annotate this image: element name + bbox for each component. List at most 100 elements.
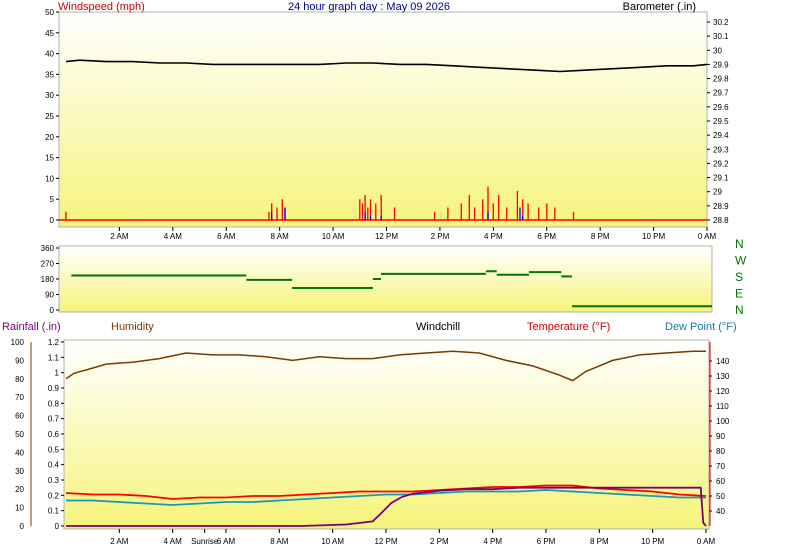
y-tick-label-wind: 45 [45,29,54,38]
x-tick-label: 12 PM [375,232,398,241]
x-tick-label: 4 AM [164,232,183,241]
y-tick-label-temp: 60 [716,477,725,486]
x-tick-label: 10 AM [321,537,344,546]
y-tick-label-humidity: 70 [15,393,24,402]
y-tick-label-humidity: 40 [15,448,24,457]
compass-label: W [735,254,747,268]
x-tick-label: 2 PM [430,537,449,546]
y-tick-label-baro: 30 [713,46,722,55]
legend-humidity: Humidity [111,321,154,333]
humidity-line [65,350,706,382]
x-tick-label: 6 PM [537,232,556,241]
y-tick-label-wind: 35 [45,70,54,79]
y-tick-label-baro: 29.7 [713,89,729,98]
x-tick-label: 10 PM [641,537,664,546]
y-tick-label-wind: 50 [45,8,54,17]
y-tick-label-baro: 28.9 [713,202,729,211]
right-axis-title: Barometer (.in) [623,1,696,13]
y-tick-label-humidity: 50 [15,430,24,439]
y-tick-label-rain: 0.4 [48,461,60,470]
y-tick-label-humidity: 80 [15,375,24,384]
y-tick-label-humidity: 10 [15,504,24,513]
x-tick-label: 6 AM [217,232,236,241]
y-tick-label-baro: 29.3 [713,145,729,154]
y-tick-label-rain: 0.5 [48,445,60,454]
y-tick-label-humidity: 90 [15,356,24,365]
y-tick-label-baro: 30.2 [713,18,729,27]
y-tick-label-direction: 0 [50,306,55,315]
y-tick-label-baro: 29.8 [713,75,729,84]
y-tick-label-baro: 28.8 [713,216,729,225]
y-tick-label-temp: 80 [716,447,725,456]
y-tick-label-wind: 0 [50,216,55,225]
x-tick-label: 2 PM [431,232,450,241]
y-tick-label-direction: 180 [41,275,55,284]
y-tick-label-baro: 29.6 [713,103,729,112]
x-tick-label: 2 AM [110,232,129,241]
y-tick-label-wind: 5 [50,195,55,204]
y-tick-label-rain: 0.1 [48,507,60,516]
y-tick-label-direction: 90 [45,291,54,300]
rainfall-line [66,486,707,527]
x-tick-label: 8 PM [590,537,609,546]
x-tick-label: 4 PM [484,232,503,241]
y-tick-label-baro: 29 [713,188,722,197]
chart-title: 24 hour graph day : May 09 2026 [288,1,450,13]
y-tick-label-wind: 40 [45,50,54,59]
sunrise-marker: Sunrise [191,537,219,546]
x-tick-label: 6 AM [217,537,236,546]
x-tick-label: 8 AM [270,537,289,546]
x-tick-label: 2 AM [110,537,129,546]
y-tick-label-humidity: 0 [20,522,25,531]
y-tick-label-rain: 0.6 [48,430,60,439]
y-tick-label-rain: 0.8 [48,399,60,408]
y-tick-label-baro: 29.2 [713,159,729,168]
y-tick-label-baro: 29.9 [713,60,729,69]
y-tick-label-rain: 0.2 [48,491,60,500]
y-tick-label-humidity: 60 [15,412,24,421]
y-tick-label-direction: 360 [41,244,55,253]
x-tick-label: 0 AM [698,232,717,241]
y-tick-label-temp: 100 [716,417,730,426]
y-tick-label-humidity: 20 [15,485,24,494]
x-tick-label: 8 PM [591,232,610,241]
y-tick-label-rain: 0 [55,522,60,531]
compass-label: N [735,237,744,251]
dewpoint-line [66,489,706,506]
y-tick-label-temp: 50 [716,492,725,501]
plot-area-wind-baro [58,11,708,228]
y-tick-label-baro: 30.1 [713,32,729,41]
y-tick-label-temp: 130 [716,372,730,381]
y-tick-label-wind: 25 [45,112,54,121]
compass-label: N [735,303,744,317]
gust-line [271,207,524,220]
legend-rainfall: Rainfall (.in) [2,321,61,333]
compass-label: E [735,287,743,301]
y-tick-label-humidity: 30 [15,467,24,476]
y-tick-label-rain: 0.9 [48,384,60,393]
y-tick-label-rain: 1 [55,369,60,378]
y-tick-label-temp: 120 [716,387,730,396]
legend-dewpoint: Dew Point (°F) [665,321,737,333]
y-tick-label-baro: 29.1 [713,174,729,183]
plot-area-direction [58,245,713,313]
x-tick-label: 8 AM [271,232,290,241]
x-tick-label: 10 AM [322,232,345,241]
plot-area-temp [63,339,710,530]
x-tick-label: 0 AM [697,537,716,546]
y-tick-label-humidity: 100 [11,338,25,347]
y-tick-label-rain: 1.2 [48,338,60,347]
legend-temperature: Temperature (°F) [527,321,610,333]
compass-label: S [735,270,743,284]
y-tick-label-temp: 40 [716,507,725,516]
x-tick-label: 6 PM [537,537,556,546]
y-tick-label-wind: 20 [45,133,54,142]
barometer-line [65,59,708,73]
y-tick-label-baro: 29.4 [713,131,729,140]
y-tick-label-rain: 1.1 [48,353,60,362]
x-tick-label: 10 PM [642,232,665,241]
y-tick-label-temp: 140 [716,357,730,366]
windspeed-line [65,186,575,220]
y-tick-label-temp: 70 [716,462,725,471]
